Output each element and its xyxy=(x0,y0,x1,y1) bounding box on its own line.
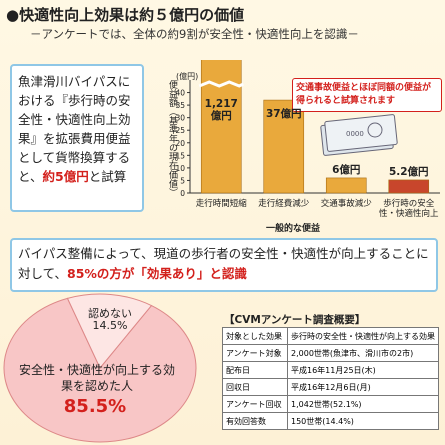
table-cell: 回収日 xyxy=(222,378,288,396)
table-cell: 有効回答数 xyxy=(222,412,288,430)
y-tick-label: 15 xyxy=(175,151,185,160)
y-tick-label: 25 xyxy=(175,126,185,135)
table-cell: 対象とした効果 xyxy=(222,327,288,345)
table-cell: 150世帯(14.4%) xyxy=(287,412,439,430)
table-title: 【CVMアンケート調査概要】 xyxy=(224,314,366,326)
slice-value-label: 14.5% xyxy=(92,319,128,332)
table-cell: 2,000世帯(魚津市、滑川市の2市) xyxy=(287,344,439,362)
highlight: 85%の方が「効果あり」と認識 xyxy=(67,266,247,281)
y-tick-label: 20 xyxy=(175,139,185,148)
x-tick-label: 走行時間短縮 xyxy=(195,199,247,209)
value-label: 6億円 xyxy=(332,163,361,176)
slice-label: 安全性・快適性が向上する効果を認めた人 xyxy=(18,363,175,393)
x-axis-label: 一般的な便益 xyxy=(266,224,321,234)
table-row: 対象とした効果 歩行時の安全性・快適性が向上する効果 xyxy=(222,327,439,345)
bar xyxy=(200,60,242,194)
table-row: 有効回答数 150世帯(14.4%) xyxy=(222,412,439,430)
table-cell: アンケート回収 xyxy=(222,395,288,413)
bar xyxy=(325,177,367,194)
title: ●快適性向上効果は約５億円の価値 xyxy=(6,6,245,24)
y-unit: (億円) xyxy=(176,72,199,81)
text: 魚津滑川バイパスにおける『歩行時の安全性・快適性向上効果』を拡張費用便益として貨… xyxy=(18,74,131,184)
y-axis-label: 便益額（基準年の現在価値） xyxy=(167,80,177,197)
table-cell: 配布日 xyxy=(222,361,288,379)
y-tick-label: 0 xyxy=(180,189,185,198)
table-row: アンケート回収 1,042世帯(52.1%) xyxy=(222,395,439,413)
y-tick-label: 35 xyxy=(175,101,185,110)
table-row: 配布日 平成16年11月25日(木) xyxy=(222,361,439,379)
y-tick-label: 5 xyxy=(180,176,185,185)
value-label: 1,217億円 xyxy=(204,98,238,122)
value-label: 37億円 xyxy=(265,108,302,121)
table-cell: 1,042世帯(52.1%) xyxy=(287,395,439,413)
axis-break xyxy=(198,80,244,88)
slice-label: 認めない xyxy=(88,307,132,320)
slice-value-label: 85.5% xyxy=(63,396,127,417)
table-cell: アンケート対象 xyxy=(222,344,288,362)
callout: 交通事故便益とほぼ同額の便益が得られると試算されます xyxy=(292,78,442,112)
table-cell: 平成16年12月6日(月) xyxy=(287,378,439,396)
table: 対象とした効果 歩行時の安全性・快適性が向上する効果 アンケート対象 2,000世帯(… xyxy=(222,327,439,430)
text: バイパス整備によって、現道の歩行者の安全性・快適性が向上することに対して、 xyxy=(18,246,429,281)
pie-slice xyxy=(66,293,153,369)
bar xyxy=(388,179,430,194)
x-tick-label: 走行経費減少 xyxy=(258,199,310,209)
banknote: 0000 xyxy=(320,114,398,156)
text-box: 魚津滑川バイパスにおける『歩行時の安全性・快適性向上効果』を拡張費用便益として貨… xyxy=(10,64,144,212)
table-cell: 歩行時の安全性・快適性が向上する効果 xyxy=(287,327,439,345)
summary-box: バイパス整備によって、現道の歩行者の安全性・快適性が向上することに対して、85%… xyxy=(10,238,438,292)
x-tick-label: 歩行時の安全性・快適性向上 xyxy=(378,199,439,219)
y-tick-label: 10 xyxy=(175,164,185,173)
svg-text:0000: 0000 xyxy=(346,130,364,138)
x-tick-label: 交通事故減少 xyxy=(320,199,372,209)
subtitle: －アンケートでは、全体の約9割が安全性・快適性向上を認識－ xyxy=(30,27,359,41)
y-tick-label: 30 xyxy=(175,114,185,123)
value-label: 5.2億円 xyxy=(388,165,429,178)
y-tick-label: 40 xyxy=(175,89,185,98)
text: と試算 xyxy=(88,169,127,184)
table-row: アンケート対象 2,000世帯(魚津市、滑川市の2市) xyxy=(222,344,439,362)
pie-slice xyxy=(3,297,197,443)
bar xyxy=(263,99,305,194)
table-row: 回収日 平成16年12月6日(月) xyxy=(222,378,439,396)
table-cell: 平成16年11月25日(木) xyxy=(287,361,439,379)
highlight: 約5億円 xyxy=(42,169,89,184)
